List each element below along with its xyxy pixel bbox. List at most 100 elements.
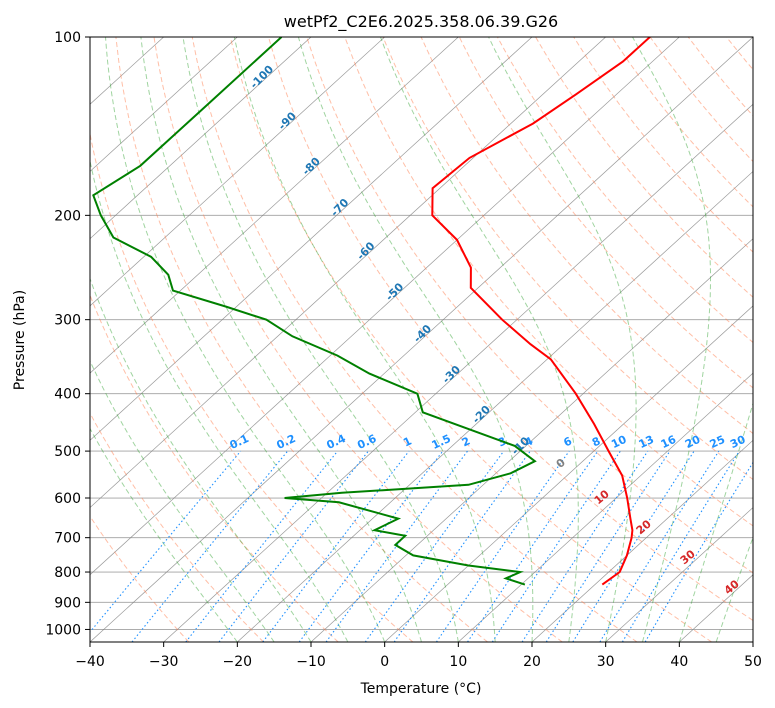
mixing-ratio-label: 6 — [561, 434, 574, 449]
moist-adiabat-line — [233, 37, 496, 642]
isotherm-line — [90, 37, 680, 576]
x-tick-label: 30 — [597, 654, 615, 670]
dry-adiabat-line — [649, 37, 753, 163]
isotherm-label: -90 — [276, 109, 299, 132]
dry-adiabat-line — [90, 412, 264, 642]
moist-adiabat-label: 20 — [634, 517, 654, 537]
moist-adiabat-line — [140, 37, 422, 642]
dry-adiabat-line — [153, 37, 563, 642]
moist-adiabat-label: 0 — [554, 456, 568, 471]
temperature-profile-line — [431, 37, 651, 586]
x-tick-label: 20 — [523, 654, 541, 670]
x-tick-label: 40 — [670, 654, 688, 670]
isotherm-line — [605, 507, 753, 642]
isotherm-line — [237, 170, 753, 642]
isotherm-line — [90, 37, 385, 307]
isotherm-label: -80 — [300, 155, 323, 178]
isotherm-line — [531, 439, 753, 642]
mixing-ratio-label: 10 — [609, 433, 629, 451]
y-tick-label: 1000 — [45, 622, 81, 638]
mixing-ratio-label: 20 — [683, 433, 703, 451]
dry-adiabat-line — [726, 37, 753, 71]
x-tick-label: 50 — [744, 654, 762, 670]
mixing-ratio-label: 13 — [637, 433, 656, 451]
isotherm-label: -20 — [470, 403, 493, 426]
dry-adiabat-line — [420, 37, 753, 435]
y-axis-label: Pressure (hPa) — [12, 290, 28, 390]
dry-adiabat-line — [382, 37, 753, 481]
mixing-ratio-label: 0.4 — [325, 432, 348, 452]
dry-adiabat-line — [191, 37, 638, 642]
mixing-ratio-label: 25 — [708, 433, 727, 451]
moist-adiabat-line — [105, 37, 386, 642]
dewpoint-profile-line — [92, 37, 537, 586]
mixing-ratio-label: 30 — [728, 433, 748, 451]
isotherm-label: -30 — [440, 363, 463, 386]
moist-adiabat-line — [182, 37, 459, 642]
moist-adiabat-line — [90, 427, 238, 642]
isotherm-line — [384, 305, 753, 642]
isotherm-line — [90, 37, 533, 441]
y-tick-label: 300 — [54, 313, 81, 329]
moist-adiabat-line — [380, 37, 579, 642]
mixing-ratio-line — [599, 450, 720, 642]
isotherm-line — [90, 37, 238, 172]
moist-adiabat-label: 40 — [722, 577, 742, 597]
mixing-ratio-line — [262, 450, 410, 642]
isotherm-label: -60 — [354, 239, 377, 262]
x-tick-label: 10 — [449, 654, 467, 670]
plot-frame — [89, 36, 754, 643]
dry-adiabat-line — [306, 37, 753, 574]
mixing-ratio-line — [325, 450, 468, 642]
dry-adiabat-line — [535, 37, 753, 298]
moist-adiabat-line — [297, 37, 534, 642]
y-tick-label: 200 — [54, 208, 81, 224]
mixing-ratio-label: 0.1 — [228, 432, 251, 452]
mixing-ratio-line — [572, 450, 695, 642]
y-tick-label: 700 — [54, 531, 81, 547]
dry-adiabat-line — [573, 37, 753, 253]
y-axis: 100 200 300 400 500 600 700 800 900 1000 — [45, 30, 90, 638]
mixing-ratio-label: 1 — [401, 434, 413, 449]
isotherm-line — [90, 37, 753, 642]
isotherm-line — [90, 37, 312, 240]
mixing-ratio-line — [298, 450, 444, 642]
isotherm-line — [90, 37, 606, 509]
dry-adiabat-line — [765, 37, 775, 642]
x-axis: −40 −30 −20 −10 0 10 20 30 40 50 — [75, 642, 762, 670]
dry-adiabat-line — [90, 293, 339, 642]
moist-adiabat-line — [488, 37, 637, 642]
mixing-ratio-label: 16 — [659, 433, 679, 451]
dry-adiabat-line — [268, 37, 753, 622]
y-tick-label: 600 — [54, 491, 81, 507]
background-lines — [90, 37, 775, 642]
moist-adiabat-line — [90, 158, 349, 642]
mixing-ratio-label: 0.2 — [275, 432, 298, 452]
mixing-ratio-line — [90, 450, 242, 633]
mixing-ratio-line — [545, 450, 671, 642]
moist-adiabat-label: 30 — [678, 547, 698, 567]
moist-adiabat-line — [90, 359, 275, 642]
moist-adiabat-line — [90, 277, 312, 642]
mixing-ratio-line — [218, 450, 369, 642]
chart-title: wetPf2_C2E6.2025.358.06.39.G26 — [284, 12, 558, 32]
mixing-ratio-line — [491, 450, 621, 642]
dry-adiabat-line — [687, 37, 753, 117]
mixing-ratio-line — [131, 450, 289, 642]
dry-adiabat-line — [90, 515, 190, 642]
dry-adiabat-line — [90, 131, 414, 642]
isotherm-line — [752, 641, 753, 642]
dry-adiabat-line — [611, 37, 753, 208]
moist-adiabat-line — [678, 401, 753, 642]
x-tick-label: −20 — [223, 654, 253, 670]
y-tick-label: 900 — [54, 595, 81, 611]
dry-adiabat-line — [229, 37, 712, 642]
x-tick-label: −30 — [149, 654, 179, 670]
y-tick-label: 100 — [54, 30, 81, 46]
isotherm-line — [163, 103, 753, 642]
x-tick-label: −40 — [75, 654, 105, 670]
mixing-ratio-line — [621, 450, 740, 642]
y-tick-label: 800 — [54, 565, 81, 581]
moist-adiabat-line — [632, 37, 711, 642]
